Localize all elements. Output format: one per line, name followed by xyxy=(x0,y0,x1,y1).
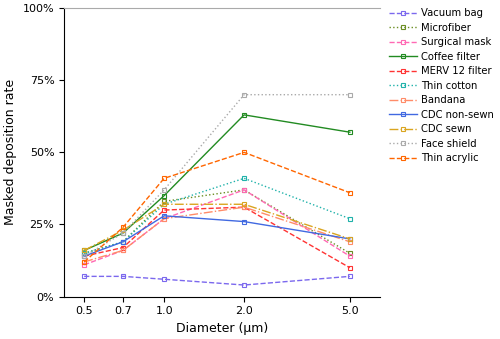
Coffee filter xyxy=(161,194,167,198)
Vacuum bag xyxy=(241,283,247,287)
Line: Microfiber: Microfiber xyxy=(82,187,352,256)
Thin acrylic xyxy=(347,191,353,195)
CDC non-sewn xyxy=(81,254,87,258)
Microfiber xyxy=(161,199,167,203)
Line: Face shield: Face shield xyxy=(82,92,352,259)
Thin acrylic xyxy=(81,260,87,264)
Thin cotton xyxy=(81,251,87,255)
Bandana xyxy=(347,240,353,244)
X-axis label: Diameter (μm): Diameter (μm) xyxy=(176,322,268,335)
Surgical mask xyxy=(81,263,87,267)
Vacuum bag xyxy=(347,274,353,278)
CDC sewn xyxy=(161,202,167,206)
Surgical mask xyxy=(161,217,167,221)
Thin cotton xyxy=(241,176,247,180)
Coffee filter xyxy=(241,113,247,117)
MERV 12 filter xyxy=(347,266,353,270)
Coffee filter xyxy=(347,130,353,134)
Thin acrylic xyxy=(161,176,167,180)
Face shield xyxy=(120,231,126,235)
Face shield xyxy=(241,93,247,97)
Line: Surgical mask: Surgical mask xyxy=(82,187,352,267)
Microfiber xyxy=(241,188,247,192)
Line: Vacuum bag: Vacuum bag xyxy=(82,274,352,287)
Thin cotton xyxy=(120,240,126,244)
Bandana xyxy=(161,217,167,221)
CDC sewn xyxy=(120,228,126,232)
Microfiber xyxy=(347,251,353,255)
CDC sewn xyxy=(347,237,353,241)
Vacuum bag xyxy=(161,277,167,281)
Line: CDC non-sewn: CDC non-sewn xyxy=(82,213,352,259)
Bandana xyxy=(120,248,126,253)
Face shield xyxy=(161,188,167,192)
Surgical mask xyxy=(347,254,353,258)
Coffee filter xyxy=(81,248,87,253)
MERV 12 filter xyxy=(241,205,247,209)
Thin cotton xyxy=(347,217,353,221)
Legend: Vacuum bag, Microfiber, Surgical mask, Coffee filter, MERV 12 filter, Thin cotto: Vacuum bag, Microfiber, Surgical mask, C… xyxy=(388,7,495,164)
Y-axis label: Masked deposition rate: Masked deposition rate xyxy=(4,79,17,225)
MERV 12 filter xyxy=(81,254,87,258)
Thin acrylic xyxy=(241,150,247,154)
CDC sewn xyxy=(81,248,87,253)
Line: Bandana: Bandana xyxy=(82,205,352,264)
CDC non-sewn xyxy=(241,220,247,224)
Vacuum bag xyxy=(120,274,126,278)
Thin cotton xyxy=(161,202,167,206)
Microfiber xyxy=(120,240,126,244)
Microfiber xyxy=(81,251,87,255)
Line: Coffee filter: Coffee filter xyxy=(82,113,352,253)
Line: Thin cotton: Thin cotton xyxy=(82,176,352,256)
Line: CDC sewn: CDC sewn xyxy=(82,202,352,253)
Bandana xyxy=(241,205,247,209)
Face shield xyxy=(81,254,87,258)
MERV 12 filter xyxy=(120,245,126,250)
CDC non-sewn xyxy=(120,240,126,244)
Surgical mask xyxy=(120,248,126,253)
CDC non-sewn xyxy=(161,214,167,218)
Line: Thin acrylic: Thin acrylic xyxy=(82,150,352,264)
MERV 12 filter xyxy=(161,208,167,212)
Face shield xyxy=(347,93,353,97)
CDC sewn xyxy=(241,202,247,206)
Vacuum bag xyxy=(81,274,87,278)
Coffee filter xyxy=(120,231,126,235)
Line: MERV 12 filter: MERV 12 filter xyxy=(82,205,352,270)
Bandana xyxy=(81,260,87,264)
Thin acrylic xyxy=(120,225,126,230)
CDC non-sewn xyxy=(347,237,353,241)
Surgical mask xyxy=(241,188,247,192)
